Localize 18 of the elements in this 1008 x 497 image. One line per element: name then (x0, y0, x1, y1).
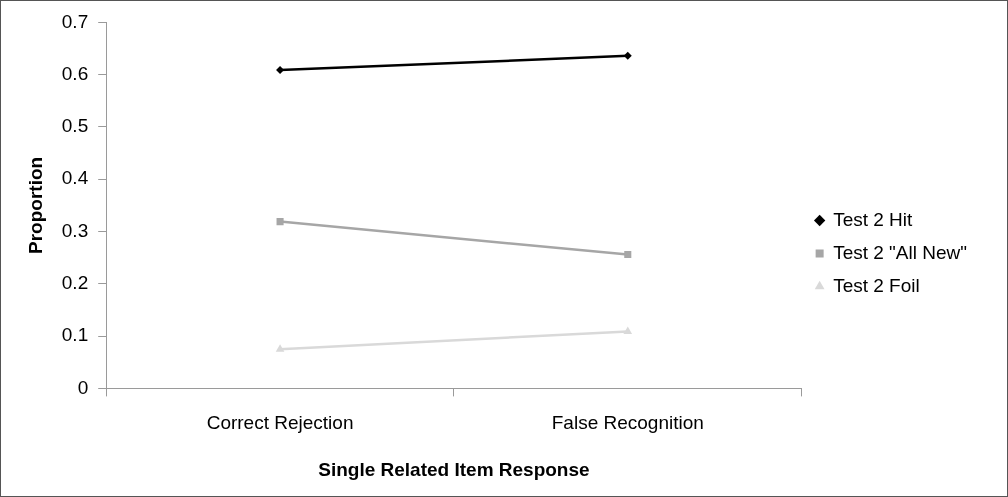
y-axis-title: Proportion (24, 156, 46, 254)
y-tick-label: 0.4 (61, 167, 89, 189)
point (624, 251, 632, 259)
y-tick-label: 0.7 (61, 10, 89, 32)
y-tick-label: 0.1 (61, 324, 89, 346)
x-tick-label: Correct Rejection (206, 412, 354, 434)
legend-label: Test 2 Foil (833, 274, 920, 296)
legend-label: Test 2 Hit (833, 208, 914, 230)
y-tick-label: 0 (77, 376, 89, 398)
point (623, 51, 632, 60)
y-tick-label: 0.6 (61, 62, 89, 84)
x-axis-title: Single Related Item Response (318, 458, 590, 480)
point (276, 218, 284, 226)
x-tick-label: False Recognition (551, 412, 704, 434)
y-tick-label: 0.2 (61, 272, 89, 294)
y-tick-label: 0.3 (61, 219, 89, 241)
y-tick-label: 0.5 (61, 115, 89, 137)
legend-label: Test 2 "All New" (833, 241, 968, 263)
